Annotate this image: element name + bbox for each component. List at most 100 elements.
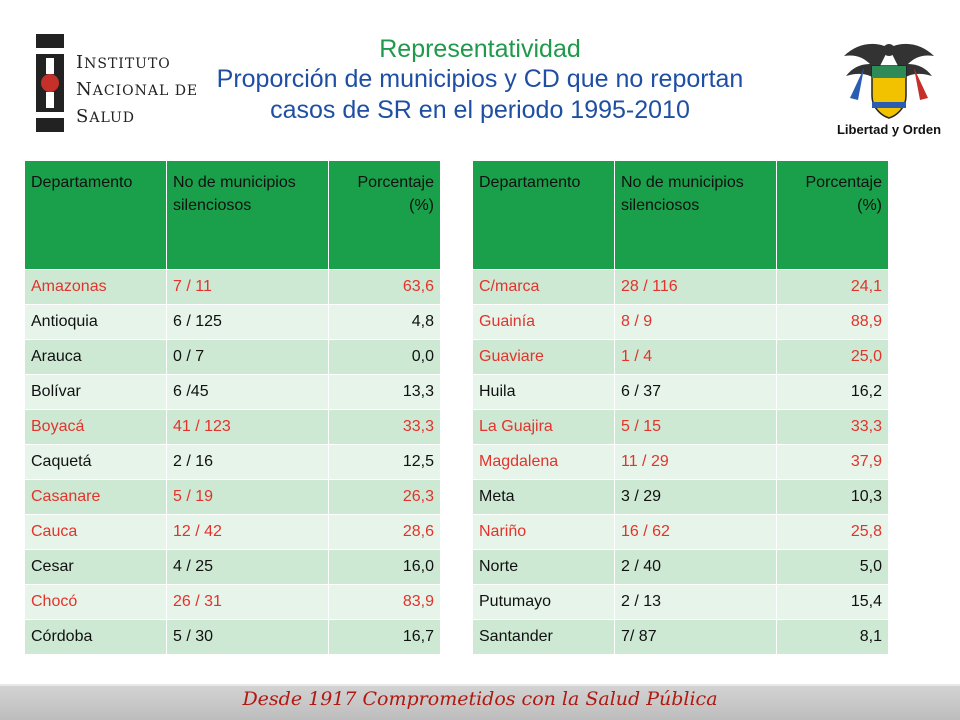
cell-departamento: Huila bbox=[472, 374, 615, 410]
cell-departamento: Casanare bbox=[24, 479, 167, 515]
cell-porcentaje: 13,3 bbox=[328, 374, 441, 410]
cell-departamento: Putumayo bbox=[472, 584, 615, 620]
table-row: Santander 7/ 87 8,1 bbox=[472, 619, 889, 655]
table-row: Guaviare 1 / 4 25,0 bbox=[472, 339, 889, 375]
ins-logo-text: INSTITUTO NACIONAL DE SALUD bbox=[76, 52, 199, 127]
ins-logo-mark-icon bbox=[36, 34, 64, 132]
cell-municipios: 6 / 37 bbox=[614, 374, 777, 410]
cell-departamento: Córdoba bbox=[24, 619, 167, 655]
cell-municipios: 3 / 29 bbox=[614, 479, 777, 515]
table-row: Guainía 8 / 9 88,9 bbox=[472, 304, 889, 340]
header-municipios: No de municipios silenciosos bbox=[614, 160, 777, 270]
cell-departamento: Norte bbox=[472, 549, 615, 585]
cell-departamento: Cesar bbox=[24, 549, 167, 585]
table-left: Departamento No de municipios silencioso… bbox=[24, 160, 441, 655]
footer-banner: Desde 1917 Comprometidos con la Salud Pú… bbox=[0, 684, 960, 720]
cell-municipios: 8 / 9 bbox=[614, 304, 777, 340]
header-porcentaje: Porcentaje (%) bbox=[776, 160, 889, 270]
table-row: La Guajira 5 / 15 33,3 bbox=[472, 409, 889, 445]
cell-municipios: 1 / 4 bbox=[614, 339, 777, 375]
table-row: C/marca 28 / 116 24,1 bbox=[472, 269, 889, 305]
footer-slogan: Desde 1917 Comprometidos con la Salud Pú… bbox=[242, 688, 718, 710]
cell-municipios: 28 / 116 bbox=[614, 269, 777, 305]
cell-porcentaje: 88,9 bbox=[776, 304, 889, 340]
footer-divider bbox=[0, 684, 960, 686]
cell-municipios: 5 / 15 bbox=[614, 409, 777, 445]
table-row: Antioquia 6 / 125 4,8 bbox=[24, 304, 441, 340]
table-row: Boyacá 41 / 123 33,3 bbox=[24, 409, 441, 445]
table-row: Arauca 0 / 7 0,0 bbox=[24, 339, 441, 375]
table-left-header-row: Departamento No de municipios silencioso… bbox=[24, 160, 441, 270]
cell-departamento: Cauca bbox=[24, 514, 167, 550]
cell-municipios: 0 / 7 bbox=[166, 339, 329, 375]
cell-departamento: Antioquia bbox=[24, 304, 167, 340]
table-row: Amazonas 7 / 11 63,6 bbox=[24, 269, 441, 305]
cell-municipios: 4 / 25 bbox=[166, 549, 329, 585]
cell-porcentaje: 83,9 bbox=[328, 584, 441, 620]
cell-departamento: Chocó bbox=[24, 584, 167, 620]
table-row: Casanare 5 / 19 26,3 bbox=[24, 479, 441, 515]
cell-porcentaje: 4,8 bbox=[328, 304, 441, 340]
crest-motto: Libertad y Orden bbox=[836, 122, 942, 137]
cell-municipios: 7/ 87 bbox=[614, 619, 777, 655]
cell-municipios: 2 / 16 bbox=[166, 444, 329, 480]
colombia-coat-of-arms: Libertad y Orden bbox=[834, 38, 944, 142]
table-row: Chocó 26 / 31 83,9 bbox=[24, 584, 441, 620]
table-right-header-row: Departamento No de municipios silencioso… bbox=[472, 160, 889, 270]
cell-porcentaje: 16,2 bbox=[776, 374, 889, 410]
cell-departamento: C/marca bbox=[472, 269, 615, 305]
cell-departamento: Santander bbox=[472, 619, 615, 655]
header-porcentaje: Porcentaje (%) bbox=[328, 160, 441, 270]
cell-porcentaje: 0,0 bbox=[328, 339, 441, 375]
cell-porcentaje: 12,5 bbox=[328, 444, 441, 480]
slide-title: Representatividad Proporción de municipi… bbox=[170, 34, 790, 126]
title-line-1: Representatividad bbox=[379, 35, 581, 63]
table-row: Nariño 16 / 62 25,8 bbox=[472, 514, 889, 550]
cell-departamento: Bolívar bbox=[24, 374, 167, 410]
cell-departamento: Guainía bbox=[472, 304, 615, 340]
title-line-2: Proporción de municipios y CD que no rep… bbox=[216, 65, 744, 93]
cell-porcentaje: 16,0 bbox=[328, 549, 441, 585]
cell-porcentaje: 25,0 bbox=[776, 339, 889, 375]
cell-departamento: Caquetá bbox=[24, 444, 167, 480]
cell-municipios: 41 / 123 bbox=[166, 409, 329, 445]
cell-porcentaje: 5,0 bbox=[776, 549, 889, 585]
cell-porcentaje: 16,7 bbox=[328, 619, 441, 655]
table-row: Córdoba 5 / 30 16,7 bbox=[24, 619, 441, 655]
cell-departamento: Nariño bbox=[472, 514, 615, 550]
cell-porcentaje: 8,1 bbox=[776, 619, 889, 655]
table-row: Cesar 4 / 25 16,0 bbox=[24, 549, 441, 585]
title-line-3: casos de SR en el periodo 1995-2010 bbox=[270, 96, 690, 124]
cell-municipios: 5 / 30 bbox=[166, 619, 329, 655]
cell-porcentaje: 26,3 bbox=[328, 479, 441, 515]
cell-departamento: Arauca bbox=[24, 339, 167, 375]
table-right: Departamento No de municipios silencioso… bbox=[472, 160, 889, 655]
cell-municipios: 11 / 29 bbox=[614, 444, 777, 480]
table-row: Magdalena 11 / 29 37,9 bbox=[472, 444, 889, 480]
cell-porcentaje: 10,3 bbox=[776, 479, 889, 515]
cell-municipios: 2 / 13 bbox=[614, 584, 777, 620]
cell-municipios: 12 / 42 bbox=[166, 514, 329, 550]
cell-departamento: Guaviare bbox=[472, 339, 615, 375]
cell-porcentaje: 28,6 bbox=[328, 514, 441, 550]
table-row: Huila 6 / 37 16,2 bbox=[472, 374, 889, 410]
table-row: Cauca 12 / 42 28,6 bbox=[24, 514, 441, 550]
cell-departamento: Boyacá bbox=[24, 409, 167, 445]
table-row: Caquetá 2 / 16 12,5 bbox=[24, 444, 441, 480]
cell-porcentaje: 33,3 bbox=[776, 409, 889, 445]
cell-porcentaje: 63,6 bbox=[328, 269, 441, 305]
cell-departamento: Meta bbox=[472, 479, 615, 515]
table-row: Putumayo 2 / 13 15,4 bbox=[472, 584, 889, 620]
cell-porcentaje: 15,4 bbox=[776, 584, 889, 620]
header-municipios: No de municipios silenciosos bbox=[166, 160, 329, 270]
coat-of-arms-icon bbox=[844, 43, 934, 119]
cell-municipios: 5 / 19 bbox=[166, 479, 329, 515]
cell-departamento: La Guajira bbox=[472, 409, 615, 445]
header-departamento: Departamento bbox=[24, 160, 167, 270]
cell-porcentaje: 24,1 bbox=[776, 269, 889, 305]
ins-logo: INSTITUTO NACIONAL DE SALUD bbox=[34, 34, 197, 132]
cell-municipios: 6 /45 bbox=[166, 374, 329, 410]
table-row: Meta 3 / 29 10,3 bbox=[472, 479, 889, 515]
header-departamento: Departamento bbox=[472, 160, 615, 270]
cell-municipios: 7 / 11 bbox=[166, 269, 329, 305]
